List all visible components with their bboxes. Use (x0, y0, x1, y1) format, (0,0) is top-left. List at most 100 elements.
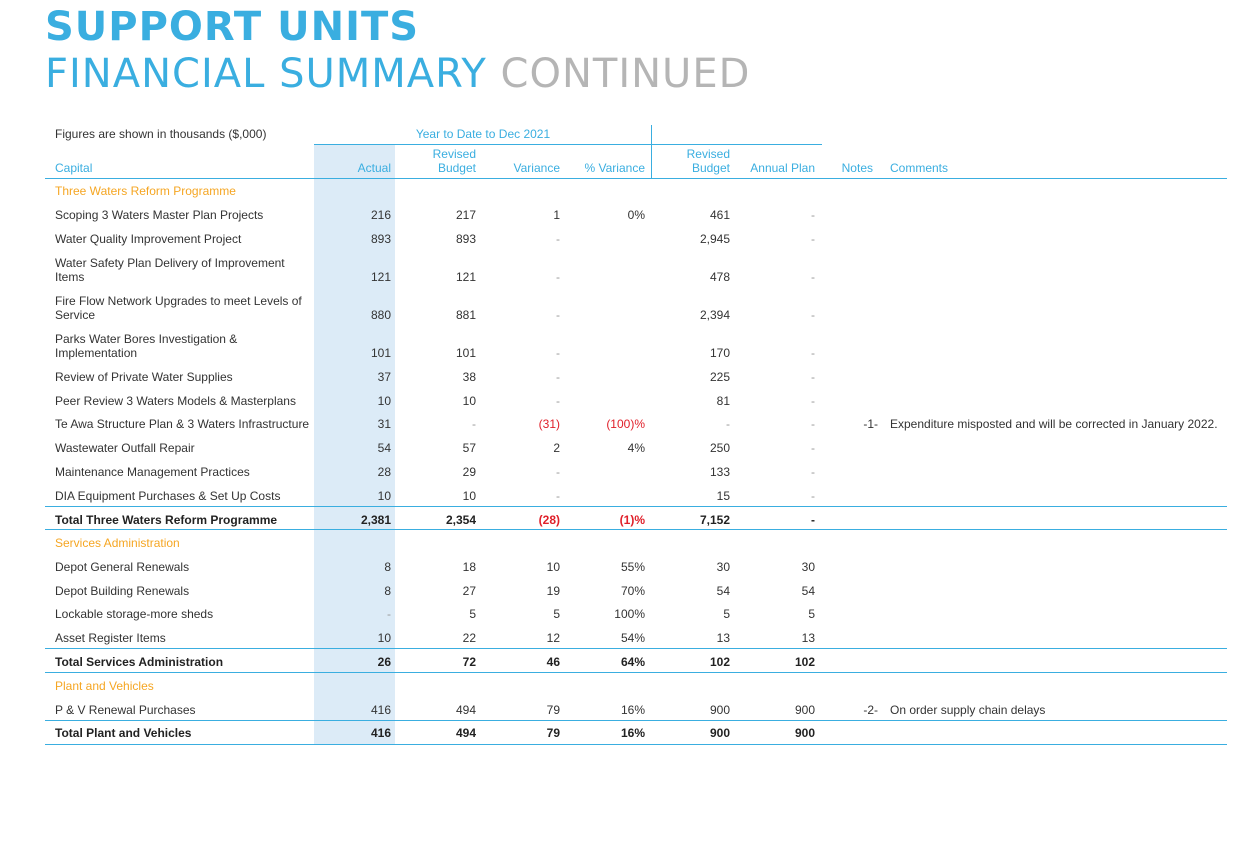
cell-pct-variance: 64% (620, 655, 645, 669)
cell-revised-budget: 38 (462, 370, 476, 384)
cell-revised-budget: 121 (455, 270, 476, 284)
cell-pct-variance: 100% (614, 607, 645, 621)
cell-revised-budget: 494 (455, 703, 476, 717)
header-rule (45, 178, 1227, 179)
row-label: Total Services Administration (55, 655, 224, 669)
cell-revised-budget: 494 (455, 726, 476, 740)
col-annual-plan: Annual Plan (750, 161, 815, 175)
cell-revised-budget-full: - (726, 417, 730, 431)
section-label: Three Waters Reform Programme (55, 184, 236, 198)
cell-revised-budget: 5 (469, 607, 476, 621)
cell-annual-plan: - (811, 513, 815, 527)
cell-annual-plan: - (811, 394, 815, 408)
cell-annual-plan: 54 (801, 584, 815, 598)
row-label: Total Three Waters Reform Programme (55, 513, 278, 527)
cell-annual-plan: - (811, 308, 815, 322)
cell-actual: 416 (370, 726, 391, 740)
cell-actual: 31 (377, 417, 391, 431)
total-rule-top (45, 648, 1227, 649)
cell-actual: 2,381 (360, 513, 391, 527)
cell-actual: 416 (370, 703, 391, 717)
row-label: Review of Private Water Supplies (55, 370, 233, 384)
cell-annual-plan: 13 (801, 631, 815, 645)
cell-comment: On order supply chain delays (890, 703, 1046, 717)
cell-annual-plan: 5 (808, 607, 815, 621)
row-label: Depot General Renewals (55, 560, 190, 574)
cell-revised-budget: 22 (462, 631, 476, 645)
cell-actual: 8 (384, 584, 391, 598)
col-revised-budget-b-line1: Revised (686, 147, 730, 161)
cell-variance: - (556, 394, 560, 408)
row-label: Asset Register Items (55, 631, 166, 645)
cell-revised-budget-full: 133 (709, 465, 730, 479)
cell-pct-variance: 0% (627, 208, 645, 222)
cell-revised-budget-full: 7,152 (699, 513, 730, 527)
row-label: P & V Renewal Purchases (55, 703, 196, 717)
cell-revised-budget-full: 170 (709, 346, 730, 360)
cell-variance: 46 (546, 655, 560, 669)
cell-revised-budget: 101 (455, 346, 476, 360)
row-label: Parks Water Bores Investigation & Implem… (55, 332, 238, 360)
cell-annual-plan: 30 (801, 560, 815, 574)
col-revised-budget-b-line2: Budget (691, 161, 730, 175)
ytd-header: Year to Date to Dec 2021 (415, 127, 551, 141)
row-label: Te Awa Structure Plan & 3 Waters Infrast… (55, 417, 310, 431)
row-label: Water Quality Improvement Project (55, 232, 242, 246)
cell-variance: 12 (546, 631, 560, 645)
subtitle-continued: CONTINUED (500, 51, 751, 97)
ytd-underline (314, 144, 652, 145)
cell-annual-plan: - (811, 441, 815, 455)
cell-revised-budget-full: 225 (709, 370, 730, 384)
cell-variance: - (556, 308, 560, 322)
cell-annual-plan: - (811, 417, 815, 431)
total-rule-top (45, 506, 1227, 507)
cell-annual-plan: - (811, 370, 815, 384)
cell-annual-plan: - (811, 489, 815, 503)
cell-annual-plan: 900 (794, 703, 815, 717)
cell-variance: (31) (538, 417, 560, 431)
page-title: SUPPORT UNITS (45, 4, 420, 50)
col-revised-budget-line1: Revised (432, 147, 476, 161)
total-rule-bottom (45, 529, 1227, 530)
subtitle-main: FINANCIAL SUMMARY (45, 51, 487, 97)
col-comments: Comments (890, 161, 949, 175)
cell-revised-budget-full: 2,394 (699, 308, 730, 322)
cell-revised-budget: 893 (455, 232, 476, 246)
row-label: Fire Flow Network Upgrades to meet Level… (55, 294, 302, 322)
col-revised-budget-line2: Budget (437, 161, 476, 175)
row-label: Depot Building Renewals (55, 584, 190, 598)
cell-pct-variance: 55% (620, 560, 645, 574)
cell-variance: 1 (553, 208, 560, 222)
cell-pct-variance: 4% (627, 441, 645, 455)
figures-note: Figures are shown in thousands ($,000) (55, 127, 267, 141)
cell-annual-plan: - (811, 232, 815, 246)
cell-revised-budget-full: 2,945 (699, 232, 730, 246)
cell-revised-budget-full: 250 (709, 441, 730, 455)
cell-variance: (28) (538, 513, 560, 527)
cell-actual: - (387, 607, 391, 621)
cell-variance: 79 (546, 703, 560, 717)
row-label: Total Plant and Vehicles (55, 726, 192, 740)
cell-revised-budget: 57 (462, 441, 476, 455)
cell-actual: 10 (377, 394, 391, 408)
cell-variance: 19 (546, 584, 560, 598)
cell-actual: 54 (377, 441, 391, 455)
cell-actual: 8 (384, 560, 391, 574)
cell-pct-variance: 16% (620, 726, 645, 740)
cell-revised-budget: 72 (462, 655, 476, 669)
section-label: Services Administration (55, 536, 180, 550)
col-capital: Capital (55, 161, 93, 175)
cell-note: -1- (863, 417, 878, 431)
cell-variance: 10 (546, 560, 560, 574)
cell-variance: - (556, 489, 560, 503)
cell-variance: - (556, 370, 560, 384)
cell-actual: 10 (377, 489, 391, 503)
cell-annual-plan: - (811, 346, 815, 360)
cell-revised-budget-full: 5 (723, 607, 730, 621)
cell-annual-plan: - (811, 208, 815, 222)
row-label: DIA Equipment Purchases & Set Up Costs (55, 489, 281, 503)
cell-revised-budget: - (472, 417, 476, 431)
cell-revised-budget-full: 81 (716, 394, 730, 408)
section-label: Plant and Vehicles (55, 679, 154, 693)
col-pct-variance: % Variance (584, 161, 645, 175)
